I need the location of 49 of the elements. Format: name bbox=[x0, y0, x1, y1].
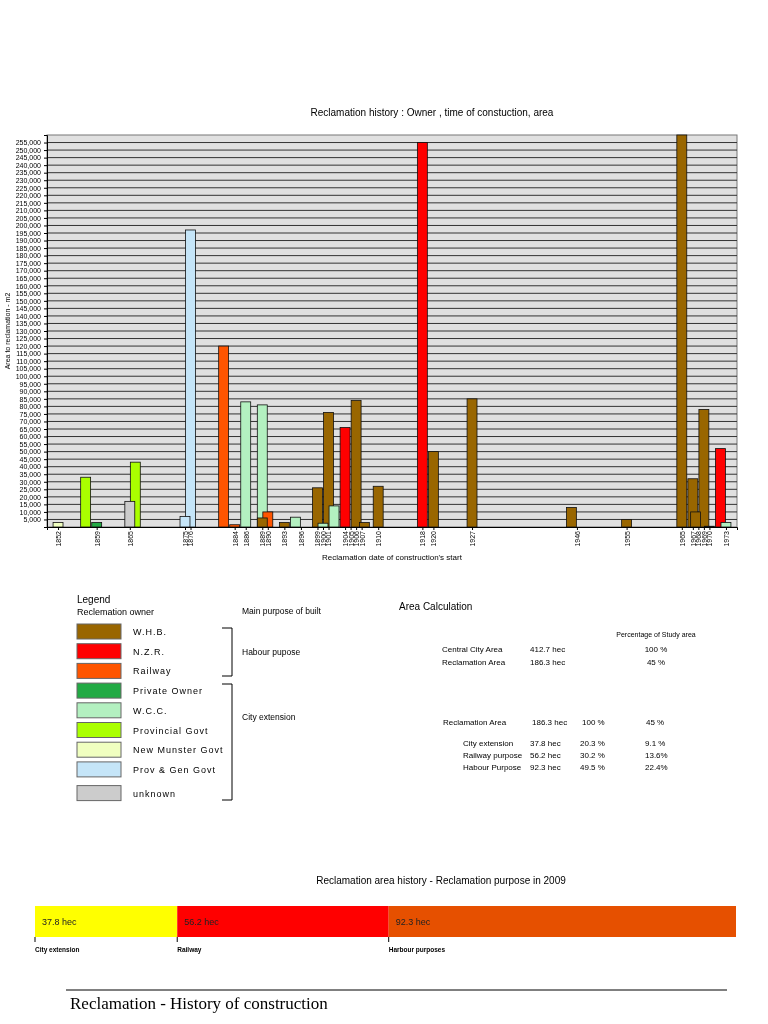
text: 100 % bbox=[644, 645, 668, 654]
chart-title: Reclamation area history - Reclamation purpose in 2009 bbox=[316, 875, 567, 886]
text: 100 % bbox=[582, 718, 605, 727]
text: Central City Area bbox=[442, 645, 504, 654]
x-axis-title: Reclamation date of construction's start bbox=[322, 553, 463, 562]
legend-label: N.Z.R. bbox=[133, 646, 165, 657]
text: 92.3 hec bbox=[530, 763, 561, 772]
text: 13.6% bbox=[645, 751, 668, 760]
text: Railway purpose bbox=[463, 751, 523, 760]
text: Reclamation Area bbox=[443, 718, 507, 727]
legend-label: W.H.B. bbox=[133, 627, 168, 637]
legend-label: Private Owner bbox=[133, 686, 204, 697]
text: Area Calculation bbox=[399, 601, 473, 612]
text: City extension bbox=[242, 712, 296, 722]
chart-title: Reclamation history : Owner , time of constuction, area bbox=[310, 107, 554, 118]
legend-label: Provincial Govt bbox=[133, 725, 209, 736]
legend-label: unknown bbox=[133, 788, 177, 799]
bar bbox=[466, 398, 478, 528]
text: Main purpose of built bbox=[242, 606, 322, 616]
legend-label: Railway bbox=[133, 666, 172, 677]
text: 45 % bbox=[646, 718, 665, 727]
text: Reclamation Area bbox=[442, 658, 506, 667]
bar bbox=[566, 507, 577, 528]
text: Reclamation - History of construction bbox=[70, 994, 329, 1013]
text: 186.3 hec bbox=[530, 658, 566, 667]
text: 9.1 % bbox=[645, 739, 666, 748]
text: 45 % bbox=[646, 658, 666, 667]
text: City extension bbox=[463, 739, 514, 748]
bar bbox=[372, 485, 384, 528]
text: 20.3 % bbox=[580, 739, 605, 748]
text: Legend bbox=[77, 594, 111, 605]
text: 30.2 % bbox=[580, 751, 605, 760]
text: 37.8 hec bbox=[530, 739, 561, 748]
text: Habour pupose bbox=[242, 647, 301, 657]
legend-label: New Munster Govt bbox=[133, 745, 224, 756]
data-label: 37.8 hec bbox=[42, 917, 78, 927]
text: 412.7 hec bbox=[530, 645, 566, 654]
data-label: 92.3 hec bbox=[395, 917, 431, 927]
data-label: 56.2 hec bbox=[184, 917, 220, 927]
legend-label: Prov & Gen Govt bbox=[133, 764, 217, 775]
legend-title: Reclemation owner bbox=[77, 607, 155, 617]
bar bbox=[621, 519, 632, 528]
text: 186.3 hec bbox=[532, 718, 568, 727]
text: 49.5 % bbox=[580, 763, 605, 772]
text: 56.2 hec bbox=[530, 751, 561, 760]
text: Habour Purpose bbox=[463, 763, 522, 772]
bar bbox=[52, 522, 64, 528]
text: 22.4% bbox=[645, 763, 668, 772]
legend-label: W.C.C. bbox=[133, 705, 168, 716]
